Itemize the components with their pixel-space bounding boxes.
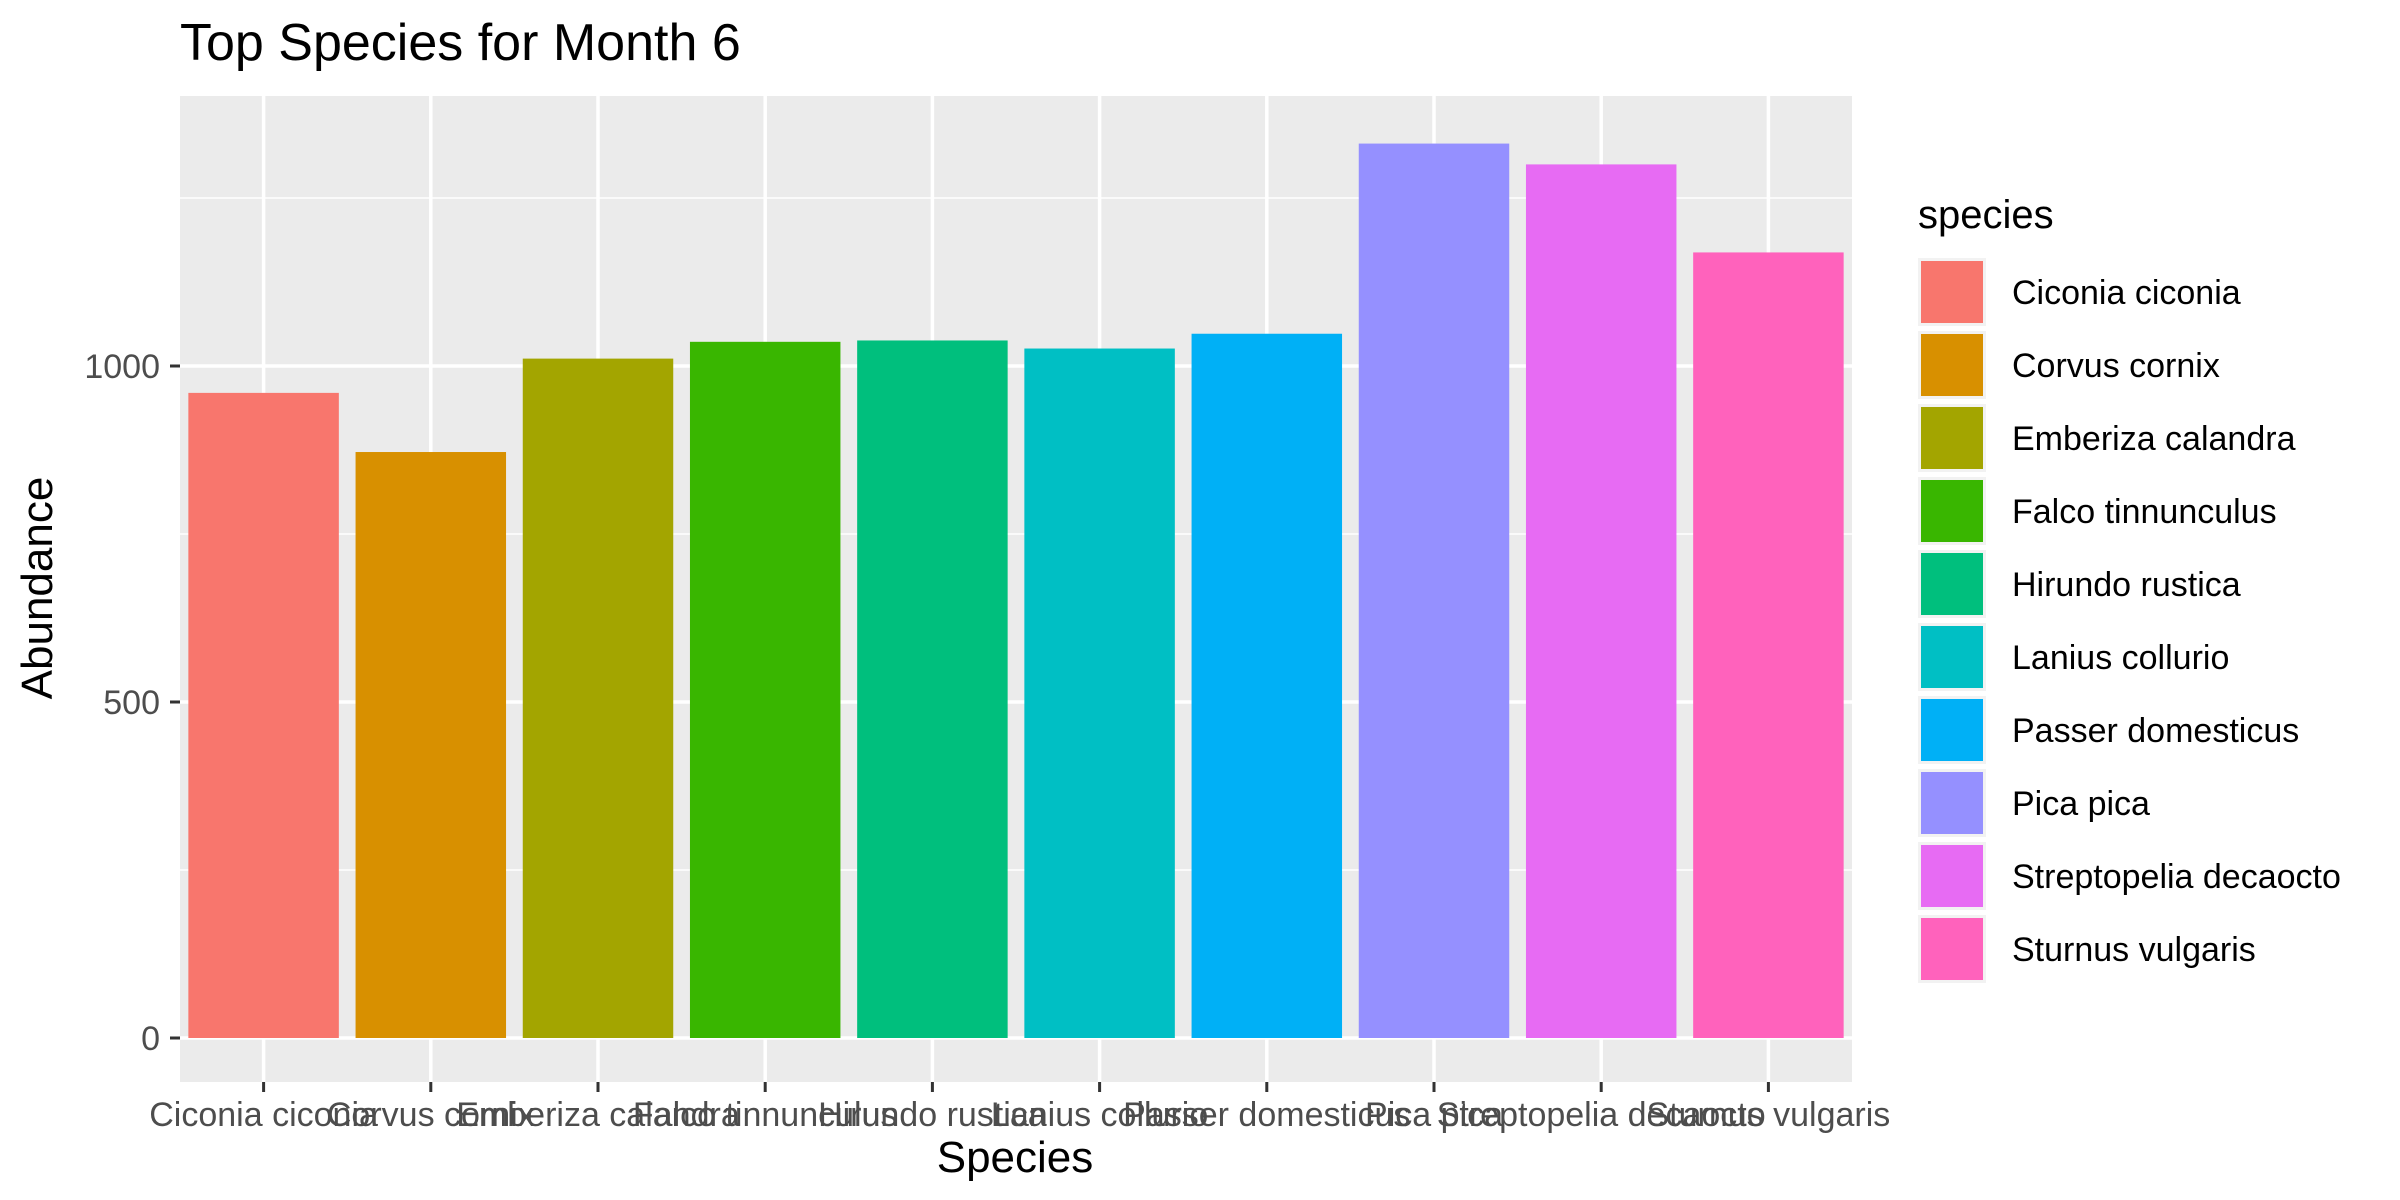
- y-tick-label: 0: [141, 1020, 160, 1058]
- x-tick-label: Falco tinnunculus: [633, 1096, 898, 1134]
- bar: [689, 341, 841, 1039]
- x-tick-label: Emberiza calandra: [456, 1096, 740, 1134]
- legend-label: Emberiza calandra: [2012, 420, 2296, 458]
- bar: [1191, 333, 1343, 1038]
- legend-swatch: [1921, 261, 1983, 323]
- legend-swatch: [1921, 553, 1983, 615]
- legend-label: Falco tinnunculus: [2012, 493, 2277, 531]
- legend-item: Lanius collurio: [1918, 623, 2229, 691]
- legend-swatch: [1921, 845, 1983, 907]
- bar: [355, 452, 507, 1038]
- legend: species Ciconia ciconia Corvus cornix Embe…: [1918, 193, 2341, 983]
- bar: [522, 358, 674, 1038]
- legend-item: Streptopelia decaocto: [1918, 842, 2341, 910]
- bar: [1024, 348, 1175, 1038]
- legend-label: Passer domesticus: [2012, 712, 2299, 750]
- legend-swatch: [1921, 626, 1983, 688]
- legend-label: Hirundo rustica: [2012, 566, 2241, 604]
- y-tick-label: 1000: [84, 348, 160, 386]
- x-tick-label: Pica pica: [1365, 1096, 1503, 1134]
- legend-item: Corvus cornix: [1918, 331, 2220, 399]
- bar: [1525, 164, 1677, 1038]
- legend-swatch: [1921, 407, 1983, 469]
- legend-item: Ciconia ciconia: [1918, 258, 2241, 326]
- legend-swatch: [1921, 699, 1983, 761]
- bar: [1693, 252, 1844, 1038]
- legend-label: Ciconia ciconia: [2012, 274, 2241, 312]
- x-tick-label: Streptopelia decaocto: [1437, 1096, 1766, 1134]
- legend-label: Corvus cornix: [2012, 347, 2220, 385]
- legend-label: Streptopelia decaocto: [2012, 858, 2341, 896]
- legend-title: species: [1918, 193, 2054, 237]
- chart-title: Top Species for Month 6: [180, 14, 741, 72]
- legend-item: Passer domesticus: [1918, 696, 2299, 764]
- legend-swatch: [1921, 334, 1983, 396]
- legend-item: Sturnus vulgaris: [1918, 915, 2256, 983]
- y-tick-label: 500: [103, 684, 160, 722]
- legend-label: Lanius collurio: [2012, 639, 2229, 677]
- bar: [1358, 143, 1510, 1038]
- bar: [857, 340, 1008, 1038]
- x-tick-label: Sturnus vulgaris: [1647, 1096, 1891, 1134]
- legend-item: Emberiza calandra: [1918, 404, 2296, 472]
- legend-label: Sturnus vulgaris: [2012, 931, 2256, 969]
- x-tick-label: Ciconia ciconia: [149, 1096, 378, 1134]
- legend-swatch: [1921, 480, 1983, 542]
- x-tick-label: Lanius collurio: [991, 1096, 1208, 1134]
- bars-group: [188, 143, 1844, 1039]
- legend-label: Pica pica: [2012, 785, 2150, 823]
- x-tick-label: Passer domesticus: [1123, 1096, 1410, 1134]
- x-tick-label: Hirundo rustica: [818, 1096, 1047, 1134]
- x-axis-title: Species: [937, 1133, 1094, 1182]
- legend-swatch: [1921, 918, 1983, 980]
- legend-item: Falco tinnunculus: [1918, 477, 2277, 545]
- y-axis-title: Abundance: [13, 477, 62, 700]
- bar: [188, 392, 339, 1038]
- legend-item: Hirundo rustica: [1918, 550, 2241, 618]
- y-axis: 0 500 1000: [84, 348, 180, 1058]
- legend-swatch: [1921, 772, 1983, 834]
- legend-item: Pica pica: [1918, 769, 2150, 837]
- legend-items: Ciconia ciconia Corvus cornix Emberiza cal…: [1918, 258, 2341, 983]
- x-tick-label: Corvus cornix: [327, 1096, 535, 1134]
